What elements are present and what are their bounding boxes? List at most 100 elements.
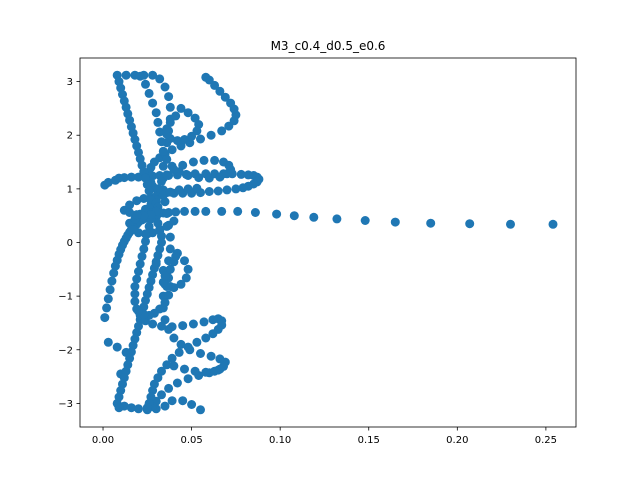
scatter-point xyxy=(160,401,170,411)
scatter-point xyxy=(220,92,230,102)
scatter-point xyxy=(174,185,184,195)
scatter-point xyxy=(174,347,184,357)
scatter-point xyxy=(103,337,113,347)
scatter-point xyxy=(160,271,170,281)
y-axis: −3 −2 −1 0 1 2 3 xyxy=(58,77,80,410)
scatter-point xyxy=(148,70,158,80)
scatter-point xyxy=(137,251,147,261)
scatter-point xyxy=(165,117,175,127)
scatter-point xyxy=(219,157,228,167)
scatter-point xyxy=(188,319,198,329)
scatter-point xyxy=(144,88,154,98)
scatter-point xyxy=(172,378,182,388)
scatter-point xyxy=(181,273,191,283)
y-tick-label: 0 xyxy=(67,238,73,249)
x-tick-label: 0.05 xyxy=(180,435,202,446)
scatter-point xyxy=(172,136,182,146)
scatter-point xyxy=(165,264,175,274)
y-tick-label: 2 xyxy=(67,131,73,142)
scatter-point xyxy=(102,303,112,313)
scatter-point xyxy=(188,157,198,167)
x-tick-label: 0.25 xyxy=(535,435,557,446)
scatter-point xyxy=(176,279,186,289)
y-tick-label: −3 xyxy=(58,399,73,410)
scatter-point xyxy=(215,364,225,374)
scatter-point xyxy=(135,71,145,81)
scatter-point xyxy=(190,366,200,376)
scatter-point xyxy=(506,219,515,229)
scatter-point xyxy=(139,194,149,203)
scatter-point xyxy=(119,173,129,183)
scatter-point xyxy=(206,351,216,361)
scatter-point xyxy=(201,367,211,377)
scatter-point xyxy=(165,244,175,254)
scatter-point xyxy=(165,102,175,112)
scatter-point xyxy=(548,219,558,229)
scatter-point xyxy=(183,264,193,274)
scatter-point xyxy=(148,98,158,108)
scatter-point xyxy=(121,70,131,80)
scatter-point xyxy=(110,261,120,271)
scatter-point xyxy=(164,290,174,300)
scatter-point xyxy=(155,127,165,137)
scatter-point xyxy=(142,403,152,413)
scatter-point xyxy=(128,225,138,235)
scatter-point xyxy=(171,111,181,121)
scatter-point xyxy=(183,108,193,118)
scatter-point xyxy=(192,337,202,347)
x-tick-label: 0.20 xyxy=(446,435,468,446)
scatter-point xyxy=(130,297,140,306)
scatter-point xyxy=(157,137,166,147)
scatter-point xyxy=(233,206,243,216)
scatter-point xyxy=(332,214,342,224)
scatter-point xyxy=(155,74,165,84)
scatter-point xyxy=(162,360,172,370)
scatter-point xyxy=(178,160,188,170)
scatter-point xyxy=(206,130,216,140)
scatter-point xyxy=(148,319,158,329)
scatter-point xyxy=(465,219,475,229)
scatter-point xyxy=(146,210,156,220)
scatter-point xyxy=(222,185,232,195)
scatter-point xyxy=(360,216,370,225)
scatter-point xyxy=(164,92,174,102)
scatter-point xyxy=(196,134,205,144)
scatter-point xyxy=(231,184,241,194)
scatter-point xyxy=(126,172,136,182)
scatter-point xyxy=(139,211,149,221)
scatter-point xyxy=(250,208,260,217)
scatter-point xyxy=(112,342,122,352)
scatter-point xyxy=(194,173,204,183)
scatter-point xyxy=(178,321,188,331)
scatter-point xyxy=(183,184,193,194)
scatter-point xyxy=(213,186,223,196)
scatter-point xyxy=(190,206,200,216)
scatter-point xyxy=(141,236,150,246)
scatter-points xyxy=(100,70,558,415)
scatter-point xyxy=(201,72,211,82)
scatter-point xyxy=(236,169,246,179)
scatter-point xyxy=(132,210,142,220)
scatter-point xyxy=(153,184,163,194)
scatter-point xyxy=(114,403,124,413)
scatter-point xyxy=(167,353,177,363)
scatter-point xyxy=(217,126,227,136)
scatter-point xyxy=(160,298,170,308)
scatter-point xyxy=(180,206,189,216)
scatter-point xyxy=(160,82,170,92)
scatter-point xyxy=(169,216,179,226)
scatter-point xyxy=(192,183,202,193)
scatter-point xyxy=(176,339,186,349)
scatter-point xyxy=(238,183,248,193)
scatter-point xyxy=(183,342,193,352)
scatter-point xyxy=(196,349,205,358)
scatter-point xyxy=(390,217,400,227)
scatter-point xyxy=(289,211,299,221)
scatter-point xyxy=(103,177,113,187)
scatter-point xyxy=(309,212,319,222)
scatter-point xyxy=(187,400,197,409)
scatter-point xyxy=(169,283,179,293)
scatter-point xyxy=(204,187,214,196)
scatter-point xyxy=(162,170,172,180)
